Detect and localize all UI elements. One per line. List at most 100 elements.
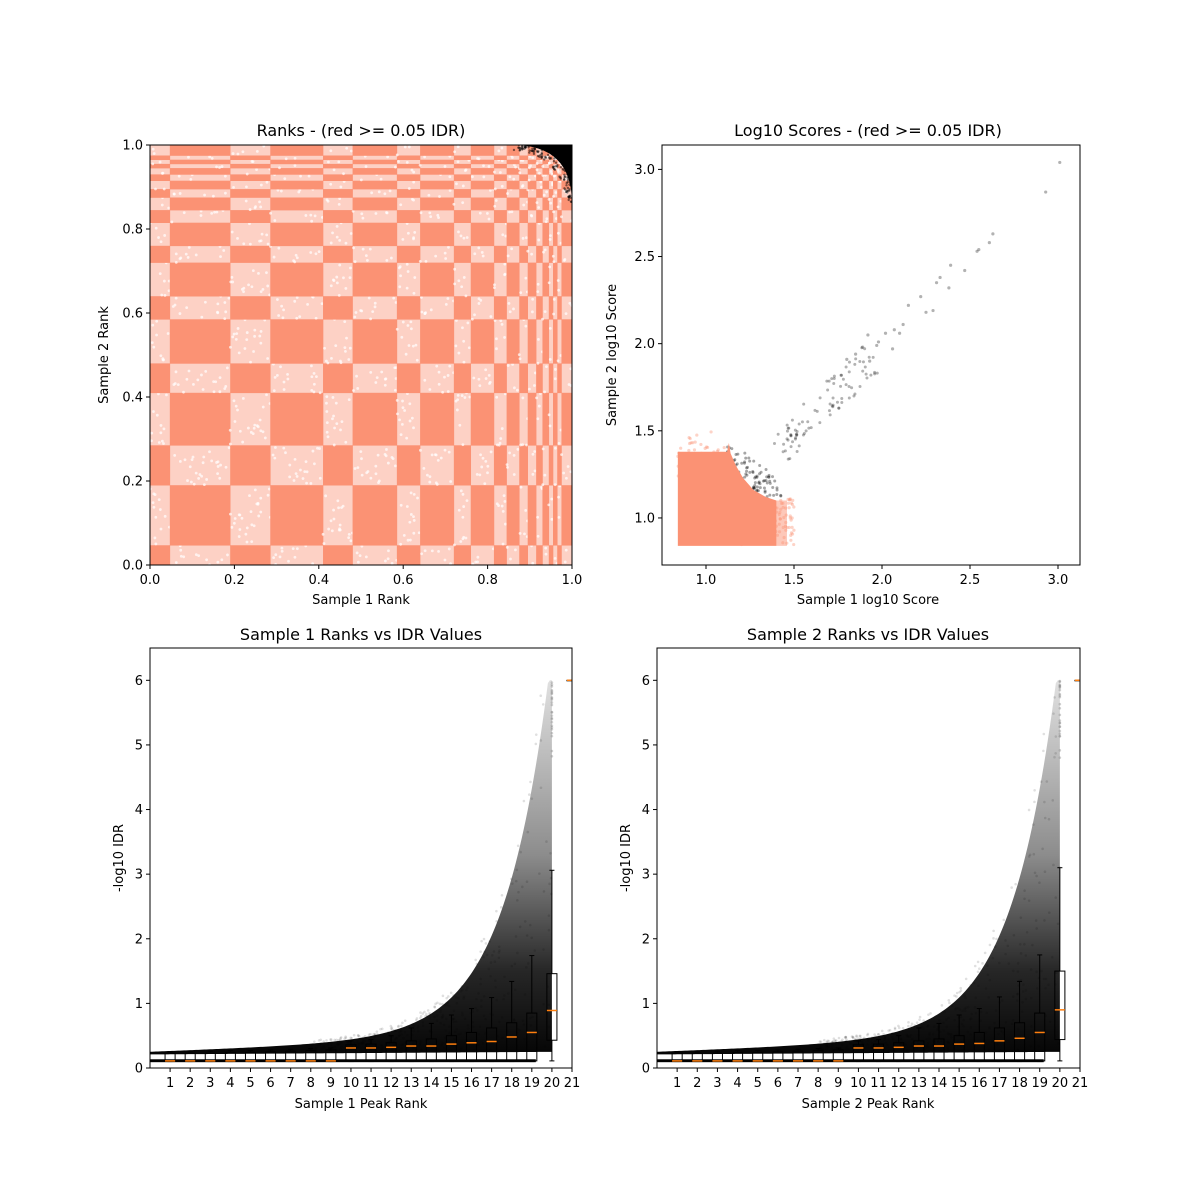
scatter-point: [841, 1038, 844, 1041]
sparse-gap: [237, 351, 241, 355]
sparse-rank-cell: [519, 168, 528, 175]
sparse-gap: [412, 180, 416, 184]
sparse-gap: [155, 333, 158, 337]
sparse-gap: [203, 300, 207, 304]
scatter-point: [517, 890, 520, 894]
scatter-point: [779, 493, 783, 497]
sparse-gap: [338, 523, 342, 527]
dense-rank-cell: [527, 168, 537, 175]
sparse-gap: [405, 436, 409, 440]
sparse-gap: [234, 404, 238, 408]
sparse-gap: [177, 174, 181, 178]
sparse-gap: [267, 487, 271, 491]
scatter-point: [753, 484, 757, 488]
dense-rank-cell: [323, 174, 353, 181]
sparse-gap: [295, 316, 299, 320]
scatter-point: [754, 475, 758, 479]
scatter-point: [942, 1021, 945, 1025]
sparse-gap: [174, 296, 178, 300]
scatter-point: [946, 1031, 950, 1035]
sparse-gap: [376, 453, 380, 457]
scatter-point: [536, 150, 540, 154]
sparse-gap: [335, 422, 339, 426]
x-tick-label: 14: [931, 1076, 948, 1091]
sparse-gap: [403, 409, 407, 412]
scatter-point: [809, 426, 813, 430]
dense-rank-cell: [270, 262, 324, 297]
scatter-point: [830, 404, 834, 408]
x-tick-label: 0.2: [224, 573, 245, 588]
sparse-gap: [347, 398, 351, 402]
scatter-point: [866, 1043, 869, 1046]
dense-rank-cell: [352, 319, 398, 364]
sparse-gap: [456, 394, 460, 397]
scatter-point: [840, 400, 844, 404]
scatter-point: [705, 445, 710, 450]
scatter-point: [843, 1049, 847, 1052]
y-tick-label: 2: [642, 932, 650, 947]
scatter-point: [887, 1029, 890, 1032]
dense-rank-cell: [453, 245, 472, 263]
scatter-point: [1012, 933, 1016, 937]
sparse-gap: [284, 451, 287, 455]
scatter-point: [716, 448, 720, 452]
scatter-point: [789, 501, 793, 505]
sparse-gap: [187, 369, 191, 373]
scatter-point: [525, 880, 529, 884]
sparse-gap: [448, 189, 452, 192]
sparse-gap: [435, 364, 439, 368]
sparse-gap: [215, 210, 219, 214]
scatter-point: [1043, 919, 1046, 922]
sparse-gap: [159, 354, 163, 358]
scatter-point: [872, 1036, 876, 1039]
scatter-point: [884, 1034, 887, 1038]
scatter-point: [550, 690, 554, 693]
dense-rank-cell: [470, 145, 495, 156]
scatter-point: [942, 1029, 946, 1032]
scatter-point: [897, 1024, 900, 1028]
scatter-point: [1007, 962, 1011, 965]
chart-title: Ranks - (red >= 0.05 IDR): [257, 121, 466, 140]
scatter-point: [1047, 983, 1050, 987]
scatter-point: [518, 925, 522, 929]
sparse-gap: [459, 540, 463, 543]
sparse-gap: [329, 519, 333, 523]
scatter-point: [871, 355, 875, 359]
sparse-gap: [178, 312, 182, 315]
sparse-rank-cell: [542, 174, 550, 181]
dense-rank-cell: [396, 210, 421, 223]
sparse-gap: [245, 338, 249, 342]
sparse-gap: [383, 383, 387, 387]
sparse-gap: [456, 145, 460, 149]
x-tick-label: 8: [814, 1076, 822, 1091]
high-idr-fringe: [776, 500, 787, 546]
sparse-gap: [412, 170, 416, 174]
sparse-gap: [518, 357, 522, 361]
sparse-gap: [216, 465, 220, 468]
sparse-gap: [192, 482, 196, 486]
sparse-gap: [253, 328, 257, 332]
scatter-point: [495, 998, 499, 1002]
scatter-point: [1023, 897, 1026, 901]
scatter-point: [497, 945, 501, 949]
dense-rank-cell: [553, 197, 558, 211]
sparse-gap: [519, 291, 523, 295]
scatter-point: [910, 1044, 913, 1048]
scatter-point: [433, 1015, 436, 1019]
sparse-gap: [553, 367, 557, 371]
y-tick-label: 0.4: [122, 391, 143, 406]
sparse-gap: [413, 230, 417, 234]
sparse-gap: [325, 430, 329, 434]
scatter-point: [967, 1005, 970, 1009]
sparse-gap: [250, 285, 254, 289]
sparse-gap: [200, 315, 204, 319]
scatter-point: [313, 1040, 316, 1043]
sparse-gap: [323, 346, 326, 350]
sparse-gap: [508, 210, 511, 214]
scatter-point: [956, 1049, 960, 1053]
scatter-point: [1058, 725, 1062, 728]
x-tick-label: 5: [246, 1076, 254, 1091]
scatter-point: [974, 1011, 978, 1015]
scatter-point: [373, 1032, 377, 1036]
scatter-point: [854, 1037, 857, 1041]
